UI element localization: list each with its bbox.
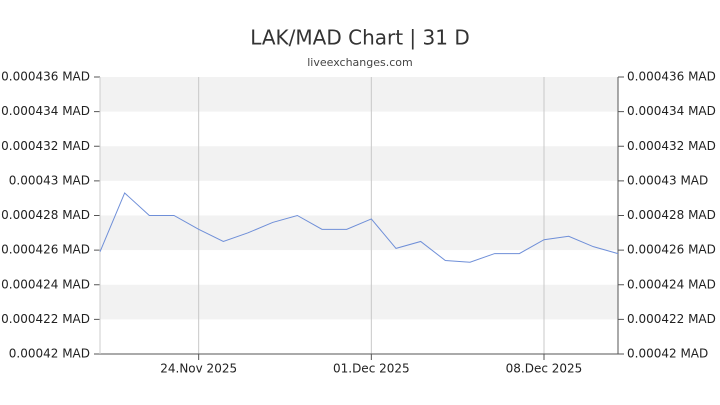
y2-tick-label: 0.000424 MAD — [627, 277, 716, 291]
y2-tick-label: 0.000434 MAD — [627, 104, 716, 118]
y2-tick-label: 0.00043 MAD — [627, 173, 708, 187]
y2-tick-label: 0.000428 MAD — [627, 208, 716, 222]
chart-title: LAK/MAD Chart | 31 D — [250, 26, 469, 50]
y-tick-label: 0.000422 MAD — [1, 312, 90, 326]
grid-band — [100, 146, 618, 181]
x-tick-label: 24.Nov 2025 — [160, 362, 237, 376]
x-tick-label: 01.Dec 2025 — [333, 362, 410, 376]
chart-subtitle: liveexchanges.com — [307, 56, 412, 69]
y-tick-label: 0.00043 MAD — [9, 173, 90, 187]
line — [99, 192, 619, 263]
y-tick-label: 0.00042 MAD — [9, 347, 90, 361]
y-tick-label: 0.000432 MAD — [1, 139, 90, 153]
y-tick-label: 0.000426 MAD — [1, 243, 90, 257]
grid-band — [100, 77, 618, 112]
y-tick-label: 0.000428 MAD — [1, 208, 90, 222]
x-tick-label: 08.Dec 2025 — [506, 362, 583, 376]
y2-tick-label: 0.000426 MAD — [627, 243, 716, 257]
y-tick-label: 0.000424 MAD — [1, 277, 90, 291]
y2-tick-label: 0.000432 MAD — [627, 139, 716, 153]
y2-tick-label: 0.000422 MAD — [627, 312, 716, 326]
y2-tick-label: 0.00042 MAD — [627, 347, 708, 361]
y-tick-label: 0.000434 MAD — [1, 104, 90, 118]
y-tick-label: 0.000436 MAD — [1, 70, 90, 84]
y2-tick-label: 0.000436 MAD — [627, 70, 716, 84]
grid-band — [100, 215, 618, 251]
grid-band — [100, 284, 618, 320]
